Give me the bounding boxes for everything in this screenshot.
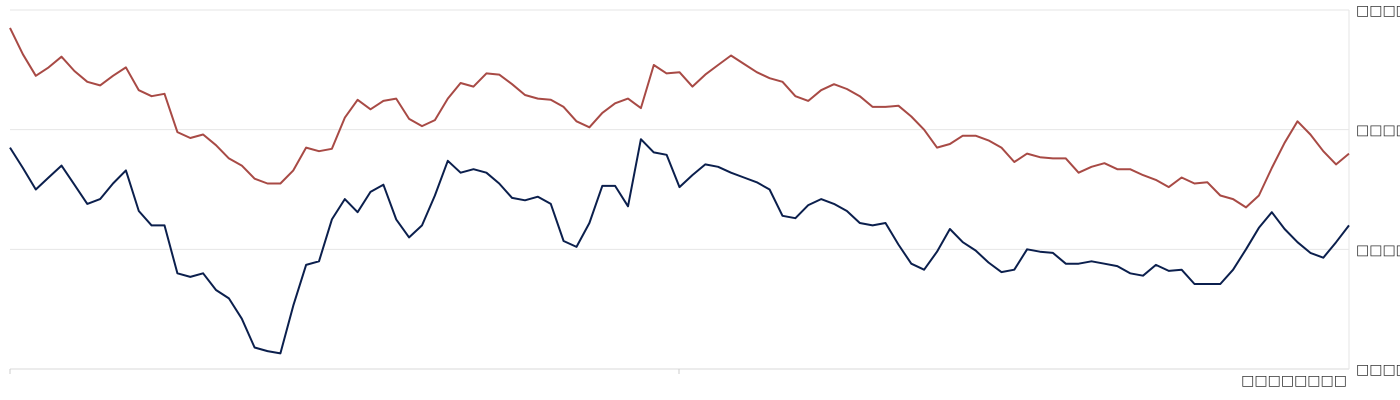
- x-axis: [9, 10, 1350, 374]
- y-tick-label: □□□□□□: [1356, 123, 1400, 139]
- y-tick-label: □□□□□□: [1356, 242, 1400, 258]
- x-axis-label: □□□□□□□□: [1241, 373, 1347, 389]
- y-tick-label: □□□□□□: [1356, 362, 1400, 378]
- gridlines: [10, 9, 1349, 250]
- y-tick-label: □□□□□□: [1356, 3, 1400, 19]
- series-line-1: [9, 27, 1350, 209]
- series-group: [9, 27, 1350, 355]
- series-line-2: [9, 138, 1350, 355]
- axis-labels: □□□□□□□□ □□□□□□ □□□□□□ □□□□□□ □□□□□□: [1241, 3, 1400, 389]
